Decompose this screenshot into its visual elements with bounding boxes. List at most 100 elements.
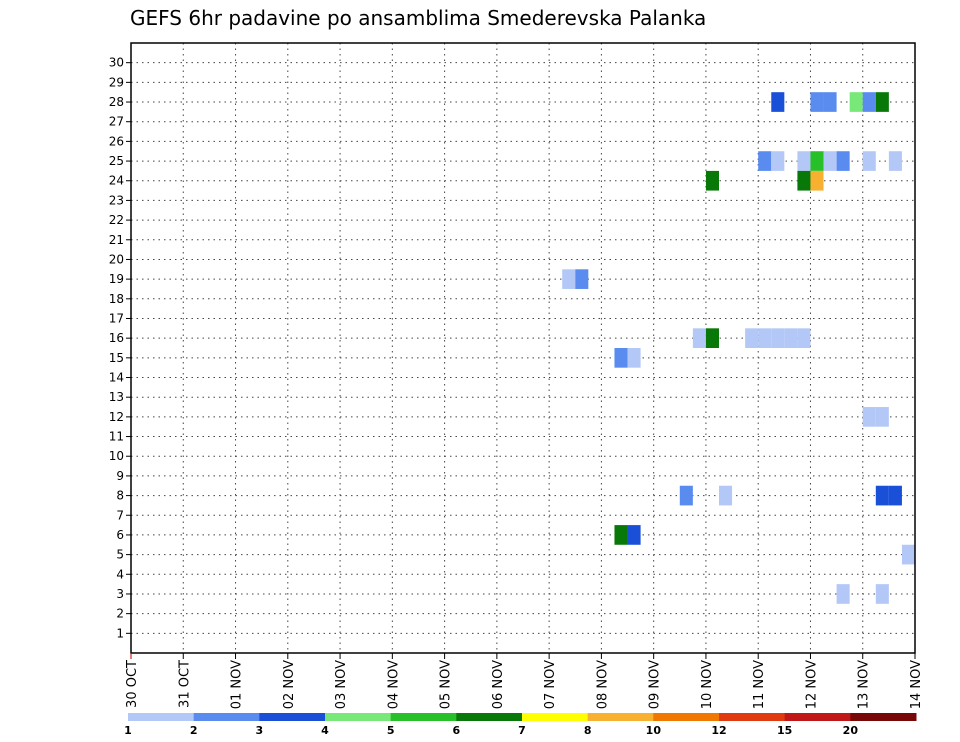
y-tick-label: 3 (116, 587, 124, 601)
y-tick-label: 16 (109, 331, 124, 345)
precip-cell (875, 407, 889, 427)
x-tick-label: 06 NOV (491, 660, 506, 709)
precip-cell (862, 407, 876, 427)
colorbar-label: 20 (843, 724, 859, 737)
colorbar-label: 15 (777, 724, 792, 737)
precip-cell (627, 348, 641, 368)
colorbar-swatch (390, 713, 457, 721)
colorbar-swatch (587, 713, 654, 721)
colorbar-label: 5 (387, 724, 395, 737)
colorbar-label: 2 (190, 724, 198, 737)
x-tick-label: 03 NOV (334, 660, 349, 709)
precip-cell (627, 525, 641, 545)
precip-cell (614, 525, 628, 545)
y-axis: 1234567891011121314151617181920212223242… (109, 56, 131, 640)
precip-cell (849, 92, 863, 112)
precip-cell (875, 584, 889, 604)
y-tick-label: 1 (116, 626, 124, 640)
precip-cell (875, 92, 889, 112)
colorbar-swatch (522, 713, 589, 721)
colorbar-label: 3 (256, 724, 264, 737)
y-tick-label: 11 (109, 430, 124, 444)
colorbar-label: 4 (321, 724, 329, 737)
precip-cell (797, 151, 811, 171)
x-tick-label: 31 OCT (177, 660, 192, 708)
y-tick-label: 24 (109, 174, 124, 188)
precip-cell (888, 151, 902, 171)
precip-cell (797, 328, 811, 348)
colorbar-label: 10 (646, 724, 662, 737)
colorbar-swatch (653, 713, 720, 721)
precip-cell (771, 151, 785, 171)
precipitation-cells (562, 92, 915, 604)
x-axis: 30 OCT 31 OCT 01 NOV 02 NOV 03 NOV 04 NOV 05 N… (125, 653, 924, 709)
precip-cell (705, 328, 719, 348)
precip-cell (614, 348, 628, 368)
colorbar-swatch (259, 713, 326, 721)
y-tick-label: 27 (109, 115, 124, 129)
colorbar-label: 6 (453, 724, 461, 737)
colorbar-swatch (193, 713, 260, 721)
precip-cell (810, 92, 824, 112)
colorbar-swatch (325, 713, 392, 721)
precip-cell (745, 328, 759, 348)
precip-cell (797, 170, 811, 191)
y-tick-label: 20 (109, 252, 124, 266)
precip-cell (888, 485, 902, 506)
precip-cell (719, 485, 733, 506)
chart-title: GEFS 6hr padavine po ansamblima Smederev… (130, 6, 706, 30)
y-tick-label: 30 (109, 56, 124, 70)
y-tick-label: 6 (116, 528, 124, 542)
x-tick-label: 09 NOV (648, 660, 663, 709)
precip-cell (836, 151, 850, 171)
y-tick-label: 17 (109, 311, 124, 325)
colorbar-swatch (784, 713, 851, 721)
x-tick-label: 02 NOV (282, 660, 297, 709)
x-tick-label: 14 NOV (909, 660, 924, 709)
colorbar-label: 12 (711, 724, 726, 737)
precip-cell (875, 485, 889, 506)
precip-cell (771, 92, 785, 112)
colorbar-label: 1 (124, 724, 132, 737)
y-tick-label: 22 (109, 213, 124, 227)
y-tick-label: 14 (109, 371, 124, 385)
y-tick-label: 10 (109, 449, 124, 463)
x-tick-label: 01 NOV (230, 660, 245, 709)
y-tick-label: 28 (109, 95, 124, 109)
y-tick-label: 29 (109, 75, 124, 89)
precip-cell (836, 584, 850, 604)
precip-cell (758, 151, 772, 171)
y-tick-label: 5 (116, 548, 124, 562)
precip-cell (862, 92, 876, 112)
precip-cell (784, 328, 798, 348)
colorbar-label: 7 (518, 724, 526, 737)
y-tick-label: 26 (109, 134, 124, 148)
colorbar-swatch (850, 713, 917, 721)
colorbar-swatch (719, 713, 786, 721)
precip-cell (562, 269, 576, 289)
y-tick-label: 2 (116, 607, 124, 621)
x-tick-label: 05 NOV (439, 660, 454, 709)
grid-lines (130, 43, 916, 653)
precip-cell (810, 151, 824, 171)
y-tick-label: 13 (109, 390, 124, 404)
y-tick-label: 19 (109, 272, 124, 286)
plot-frame (130, 42, 916, 654)
x-tick-label: 07 NOV (543, 660, 558, 709)
y-tick-label: 7 (116, 508, 124, 522)
x-tick-label: 04 NOV (386, 660, 401, 709)
precip-cell (823, 92, 837, 112)
precip-cell (862, 151, 876, 171)
y-tick-label: 21 (109, 233, 124, 247)
x-tick-label: 13 NOV (857, 660, 872, 709)
y-tick-label: 18 (109, 292, 124, 306)
x-tick-label: 10 NOV (700, 660, 715, 709)
y-tick-label: 23 (109, 193, 124, 207)
x-tick-label: 11 NOV (752, 660, 767, 709)
precip-cell (575, 269, 589, 289)
precip-cell (679, 485, 693, 506)
x-tick-label: 30 OCT (125, 660, 140, 708)
y-tick-label: 8 (116, 489, 124, 503)
colorbar-swatch (456, 713, 523, 721)
precip-cell (901, 544, 915, 565)
